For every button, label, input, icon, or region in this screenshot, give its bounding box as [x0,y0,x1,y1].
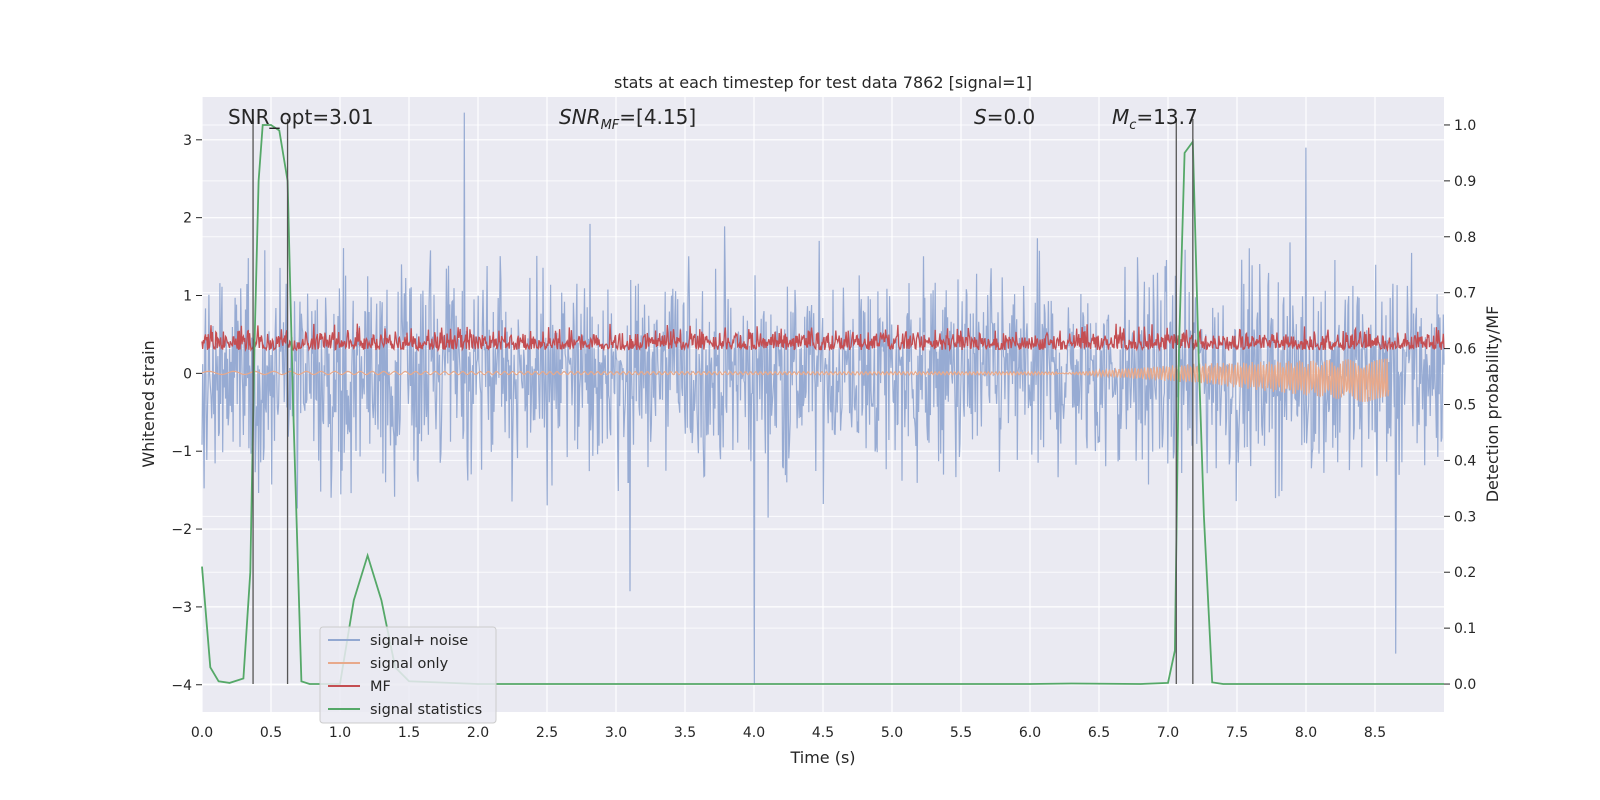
x-tick-label: 0.5 [260,725,282,741]
y-axis-left: 3 2 1 0 −1 −2 −3 −4 [171,133,202,694]
y-tick-label: −4 [171,678,192,694]
y-tick-label: 1 [183,289,192,305]
s-symbol: S [974,105,987,129]
y-tick-label: 3 [183,133,192,149]
x-tick-label: 0.0 [191,725,213,741]
y-axis-right: 1.0 0.9 0.8 0.7 0.6 0.5 0.4 0.3 0.2 0.1 0.0 [1444,118,1476,693]
s-annotation: S=0.0 [974,105,1035,129]
legend: signal+ noise signal only MF signal stat… [319,626,497,724]
legend-label-mf: MF [370,679,391,695]
x-axis-label: Time (s) [789,748,855,767]
x-tick-label: 4.5 [812,725,834,741]
s-value: =0.0 [987,105,1036,129]
x-tick-label: 6.5 [1088,725,1110,741]
x-tick-label: 5.5 [950,725,972,741]
y-tick-label: 0 [183,366,192,382]
y-right-tick-label: 0.3 [1454,509,1476,525]
y-right-tick-label: 0.0 [1454,677,1476,693]
y-right-tick-label: 0.8 [1454,230,1476,246]
y-right-tick-label: 0.2 [1454,565,1476,581]
snr-mf-annotation: SNRMF=[4.15] [559,105,696,133]
x-tick-label: 8.5 [1364,725,1386,741]
x-tick-label: 7.0 [1157,725,1179,741]
mc-subscript: c [1129,118,1136,133]
x-tick-label: 2.0 [467,725,489,741]
y-axis-right-label: Detection probability/MF [1483,306,1502,503]
x-tick-label: 4.0 [743,725,765,741]
snr-opt-annotation: SNR_opt=3.01 [228,105,374,129]
y-right-tick-label: 0.7 [1454,286,1476,302]
x-tick-label: 6.0 [1019,725,1041,741]
x-tick-label: 3.5 [674,725,696,741]
y-tick-label: −2 [171,522,192,538]
y-tick-label: 2 [183,211,192,227]
mc-annotation: Mc=13.7 [1112,105,1198,133]
series-signal-only [201,358,1390,402]
chart-title: stats at each timestep for test data 786… [614,73,1032,92]
x-tick-label: 1.0 [329,725,351,741]
y-right-tick-label: 0.5 [1454,398,1476,414]
legend-label-signal-statistics: signal statistics [370,702,482,718]
snr-mf-value: =[4.15] [619,105,696,129]
y-tick-label: −3 [171,600,192,616]
mc-value: =13.7 [1136,105,1197,129]
x-tick-label: 2.5 [536,725,558,741]
legend-label-signal-noise: signal+ noise [370,633,468,649]
series-mf [201,323,1445,353]
x-axis: 0.0 0.5 1.0 1.5 2.0 2.5 3.0 3.5 4.0 4.5 5.0 5.5 6.0 6… [191,725,1386,741]
x-tick-label: 5.0 [881,725,903,741]
legend-box [319,626,497,724]
series-signal-noise [201,112,1445,685]
mc-symbol: M [1112,105,1129,129]
snr-mf-symbol: SNR [559,105,601,129]
y-axis-label: Whitened strain [139,340,158,467]
vertical-lines [252,118,1194,685]
y-right-tick-label: 0.1 [1454,621,1476,637]
y-right-tick-label: 0.6 [1454,342,1476,358]
x-tick-label: 8.0 [1295,725,1317,741]
y-right-tick-label: 0.9 [1454,174,1476,190]
x-tick-label: 1.5 [398,725,420,741]
snr-mf-subscript: MF [601,118,620,133]
y-right-tick-label: 0.4 [1454,453,1476,469]
x-tick-label: 3.0 [605,725,627,741]
y-right-tick-label: 1.0 [1454,118,1476,134]
y-tick-label: −1 [171,444,192,460]
x-tick-label: 7.5 [1226,725,1248,741]
legend-label-signal-only: signal only [370,656,449,672]
